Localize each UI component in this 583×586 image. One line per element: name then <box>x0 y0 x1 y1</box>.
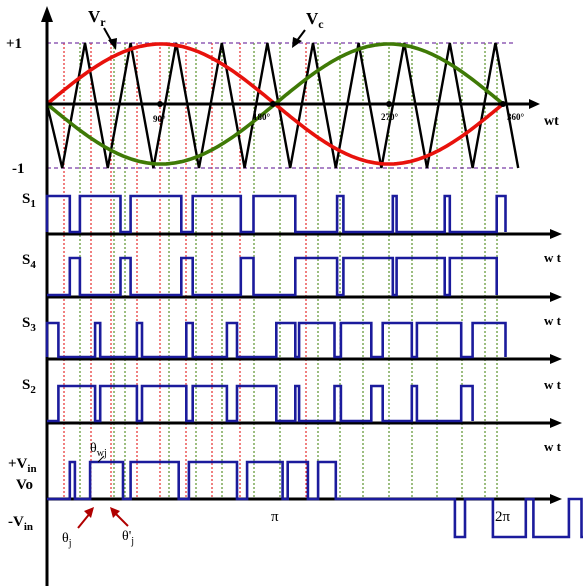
s3-label: S <box>22 315 30 331</box>
vc-subscript: c <box>318 17 324 31</box>
theta-pj-subscript: j <box>130 536 134 547</box>
s1-axis-arrow <box>550 229 562 239</box>
wt-label-s1: w t <box>544 250 562 265</box>
plus-vin-label: +V <box>8 456 28 472</box>
s4-axis-arrow <box>550 292 562 302</box>
svg-text:Vc: Vc <box>306 9 324 31</box>
s2-subscript: 2 <box>30 384 36 396</box>
svg-text:+Vin: +Vin <box>8 456 37 475</box>
vo-label: Vo <box>16 477 33 493</box>
s4-subscript: 4 <box>30 259 36 271</box>
s3-pulse-train <box>45 321 507 359</box>
plus-vin-subscript: in <box>27 463 36 475</box>
theta-pj-arrowhead <box>110 507 120 518</box>
vertical-axis-arrow <box>41 6 53 22</box>
deg180-label: 180° <box>253 112 271 122</box>
svg-text:S2: S2 <box>22 377 36 396</box>
s2-label: S <box>22 377 30 393</box>
vo-pulse-train <box>47 460 583 539</box>
wt-label-s3: w t <box>544 377 562 392</box>
theta-wj-label: θ <box>90 441 97 456</box>
wt-label-s4: w t <box>544 313 562 328</box>
theta-j-subscript: j <box>68 538 72 549</box>
s2-axis-arrow <box>550 418 562 428</box>
vr-subscript: r <box>100 15 106 29</box>
vr-pointer-head <box>108 38 117 50</box>
vo-axis-arrow <box>550 494 562 504</box>
wt-label-top: wt <box>544 114 559 129</box>
s1-subscript: 1 <box>30 198 36 210</box>
pi-label: π <box>271 509 279 525</box>
theta-wj-subscript: wj <box>97 448 107 459</box>
tick-90 <box>157 101 163 107</box>
vc-pointer-head <box>292 37 302 48</box>
s3-subscript: 3 <box>30 322 36 334</box>
theta-wj-leader <box>97 455 105 463</box>
deg270-label: 270° <box>381 112 399 122</box>
minus-vin-label: -V <box>8 514 24 530</box>
svg-text:θwj: θwj <box>90 441 107 459</box>
svg-text:S3: S3 <box>22 315 36 334</box>
vr-label: V <box>88 7 101 26</box>
svg-text:θj: θj <box>62 531 72 549</box>
svg-text:S4: S4 <box>22 252 36 271</box>
svg-text:S1: S1 <box>22 191 36 210</box>
tick-180 <box>270 101 276 107</box>
minus-vin-subscript: in <box>24 521 33 533</box>
s4-pulse-train <box>47 256 498 297</box>
deg90-label: 90° <box>153 114 166 124</box>
wt-label-s2: w t <box>544 439 562 454</box>
theta-pj-label: θ' <box>122 529 131 544</box>
minus-one-label: -1 <box>12 161 25 177</box>
tick-270 <box>386 101 392 107</box>
s1-pulse-train <box>45 194 507 234</box>
vc-label: V <box>306 9 319 28</box>
s3-axis-arrow <box>550 354 562 364</box>
svg-text:-Vin: -Vin <box>8 514 33 533</box>
s2-pulse-train <box>47 384 474 423</box>
deg360-label: 360° <box>507 112 525 122</box>
s4-label: S <box>22 252 30 268</box>
svg-text:Vr: Vr <box>88 7 106 29</box>
svg-text:θ'j: θ'j <box>122 529 134 547</box>
theta-j-label: θ <box>62 531 69 546</box>
plus-one-label: +1 <box>6 36 22 52</box>
theta-j-arrowhead <box>84 507 94 518</box>
top-axis-arrow <box>529 99 540 109</box>
tick-360 <box>500 101 506 107</box>
s1-label: S <box>22 191 30 207</box>
two-pi-label: 2π <box>495 509 511 525</box>
